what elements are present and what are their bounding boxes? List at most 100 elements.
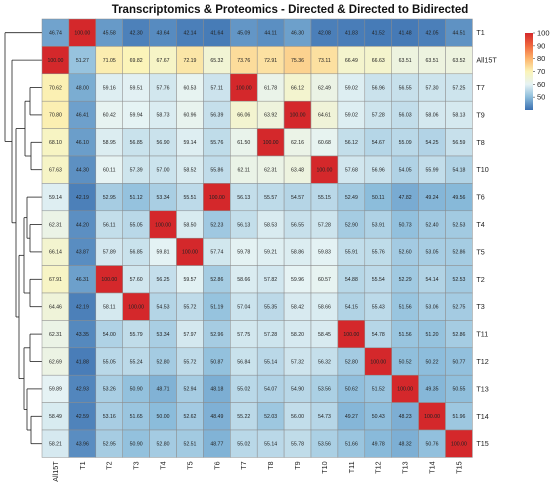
column-label: T6	[212, 461, 221, 469]
cell-value-label: 42.14	[183, 31, 196, 37]
cell-value-label: 52.29	[399, 277, 412, 283]
heatmap-cell	[310, 128, 339, 157]
row-label: T6	[476, 193, 484, 202]
cell-value-label: 56.32	[318, 359, 331, 365]
cell-value-label: 60.68	[318, 140, 331, 146]
cell-value-label: 44.51	[452, 31, 465, 37]
cell-value-label: 62.31	[49, 332, 62, 338]
heatmap-cell	[310, 46, 339, 75]
heatmap-cell	[230, 347, 258, 376]
cell-value-label: 57.25	[452, 85, 465, 91]
cell-value-label: 53.56	[318, 387, 331, 393]
cell-value-label: 50.76	[426, 442, 439, 448]
heatmap-cell	[445, 210, 473, 239]
cell-value-label: 100.00	[343, 332, 359, 338]
heatmap-cell	[95, 429, 123, 458]
heatmap-cell	[337, 210, 366, 239]
heatmap-cell	[203, 100, 231, 129]
cell-value-label: 48.71	[157, 387, 170, 393]
cell-value-label: 53.16	[103, 414, 116, 420]
heatmap-cell	[41, 347, 70, 376]
heatmap-cell	[310, 237, 339, 266]
cell-value-label: 60.57	[318, 277, 331, 283]
cell-value-label: 52.53	[452, 277, 465, 283]
cell-value-label: 55.14	[264, 359, 277, 365]
column-labels: All15T T1 T2 T3 T4 T5 T6 T7 T8 T9 T10 T11 T12 T13 T14 T…	[51, 461, 464, 482]
cell-value-label: 58.66	[318, 305, 331, 311]
cell-value-label: 56.11	[103, 222, 116, 228]
cell-value-label: 52.49	[345, 195, 358, 201]
cell-value-label: 100.00	[48, 58, 64, 64]
heatmap-cell	[283, 347, 312, 376]
row-label: All15T	[476, 56, 497, 65]
heatmap-cell	[203, 292, 231, 321]
cell-value-label: 42.59	[76, 414, 89, 420]
heatmap-cell	[337, 292, 366, 321]
cell-value-label: 48.23	[399, 414, 412, 420]
cell-value-label: 73.11	[318, 58, 331, 64]
cell-value-label: 73.76	[237, 58, 250, 64]
cell-value-label: 56.00	[291, 414, 304, 420]
heatmap-cell	[41, 429, 70, 458]
heatmap-cell	[256, 210, 285, 239]
heatmap-cell	[149, 429, 177, 458]
cell-value-label: 56.03	[399, 113, 412, 119]
cell-value-label: 51.66	[345, 442, 358, 448]
cell-value-label: 50.43	[372, 414, 385, 420]
cell-value-label: 55.78	[291, 442, 304, 448]
cell-value-label: 60.96	[183, 113, 196, 119]
heatmap-cell	[122, 265, 150, 294]
heatmap-cell	[68, 18, 97, 47]
heatmap-cell	[203, 402, 231, 431]
heatmap-cell	[445, 128, 473, 157]
heatmap-cell	[203, 155, 231, 184]
heatmap-cell	[337, 347, 366, 376]
cell-value-label: 51.20	[426, 332, 439, 338]
heatmap-cell	[256, 320, 285, 349]
cell-value-label: 51.65	[130, 414, 143, 420]
cell-value-label: 52.23	[210, 222, 223, 228]
cell-value-label: 57.60	[130, 277, 143, 283]
row-dendrogram	[4, 32, 42, 445]
cell-value-label: 56.55	[399, 85, 412, 91]
cell-value-label: 57.28	[318, 222, 331, 228]
cell-value-label: 100.00	[182, 250, 198, 256]
heatmap-cell	[230, 46, 258, 75]
cell-value-label: 41.88	[76, 359, 89, 365]
cell-value-label: 66.06	[237, 113, 250, 119]
cell-value-label: 58.53	[264, 222, 277, 228]
column-label: T15	[454, 461, 463, 473]
heatmap-cell	[445, 73, 473, 102]
cell-value-label: 100.00	[263, 140, 279, 146]
heatmap-cell	[149, 18, 177, 47]
cell-value-label: 54.88	[345, 277, 358, 283]
cell-value-label: 57.00	[157, 168, 170, 174]
heatmap-cell	[230, 374, 258, 403]
cell-value-label: 53.05	[426, 250, 439, 256]
heatmap-cell	[41, 18, 70, 47]
cell-value-label: 63.51	[426, 58, 439, 64]
column-label: T7	[239, 461, 248, 469]
cell-value-label: 52.86	[210, 277, 223, 283]
cell-value-label: 55.22	[237, 414, 250, 420]
cell-value-label: 56.39	[210, 113, 223, 119]
cell-value-label: 55.02	[237, 387, 250, 393]
cell-value-label: 55.76	[372, 250, 385, 256]
heatmap-cell	[149, 374, 177, 403]
cell-value-label: 60.11	[103, 168, 116, 174]
cell-value-label: 100.00	[155, 222, 171, 228]
cell-value-label: 51.52	[372, 387, 385, 393]
heatmap-cell	[445, 18, 473, 47]
cell-value-label: 70.62	[49, 85, 62, 91]
cell-value-label: 53.34	[157, 195, 170, 201]
heatmap-cell	[391, 18, 419, 47]
cell-value-label: 59.89	[49, 387, 62, 393]
heatmap-cell	[149, 46, 177, 75]
cell-value-label: 57.74	[210, 250, 223, 256]
cell-value-label: 51.56	[399, 332, 412, 338]
heatmap-cell	[391, 210, 419, 239]
cell-value-label: 55.57	[264, 195, 277, 201]
row-label: T12	[476, 357, 488, 366]
cell-value-label: 50.62	[345, 387, 358, 393]
